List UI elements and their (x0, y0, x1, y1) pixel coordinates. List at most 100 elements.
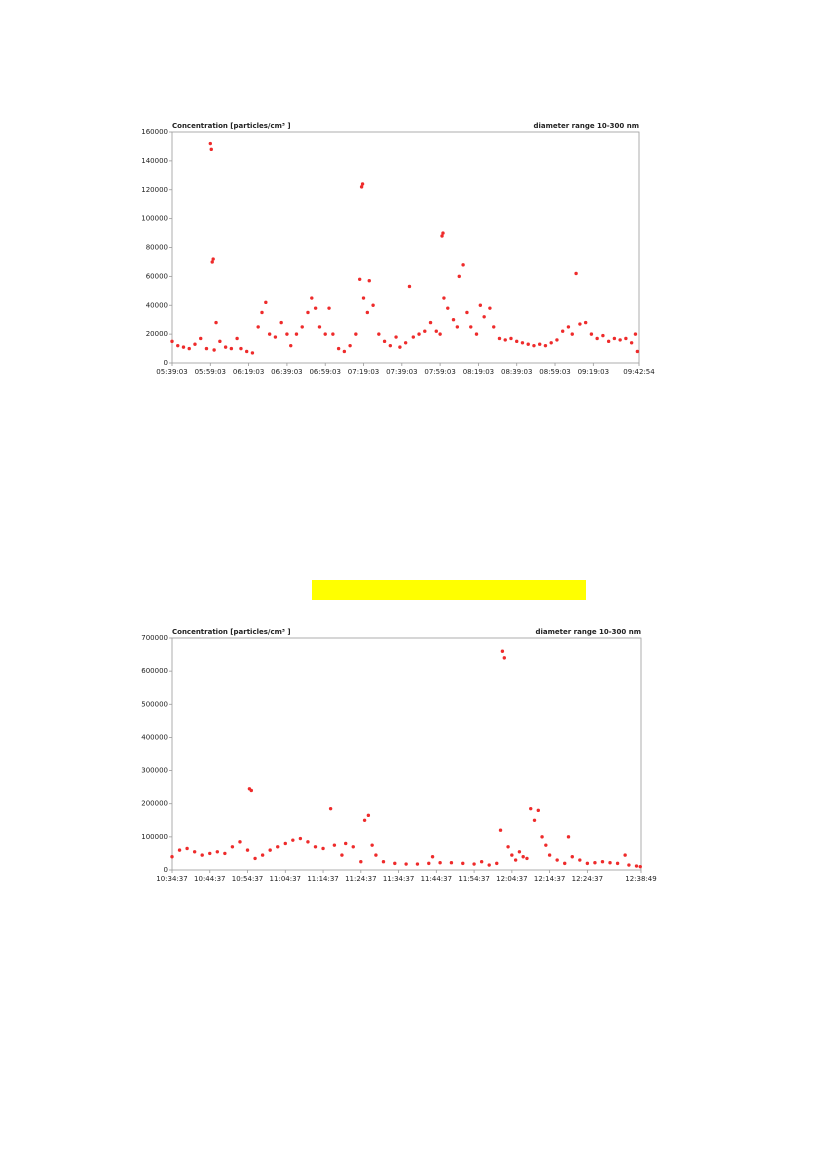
data-point (495, 861, 499, 866)
data-point (461, 861, 465, 866)
x-tick-label: 11:54:37 (458, 875, 489, 883)
data-point (526, 342, 530, 346)
data-point (438, 332, 442, 336)
data-point (585, 861, 590, 866)
data-point (321, 846, 325, 851)
data-point (177, 848, 182, 852)
data-point (627, 863, 631, 867)
plot-frame (171, 637, 642, 871)
x-tick-label: 12:04:37 (496, 875, 527, 883)
data-point (600, 860, 605, 864)
data-point (488, 306, 492, 310)
y-tick-label: 100000 (141, 833, 168, 841)
data-point (623, 853, 627, 857)
data-point (313, 306, 318, 310)
x-tick-label: 11:04:37 (270, 875, 301, 883)
data-point (357, 277, 362, 281)
data-point (366, 813, 371, 818)
data-point (472, 862, 476, 866)
data-point (570, 855, 574, 859)
data-point (212, 348, 216, 352)
data-point (455, 325, 460, 329)
data-point (482, 315, 486, 319)
data-point (365, 310, 370, 315)
data-point (441, 231, 445, 235)
data-point (388, 343, 393, 348)
data-point (208, 851, 212, 856)
y-tick-label: 160000 (141, 128, 168, 136)
data-point (200, 853, 204, 857)
data-point (547, 853, 552, 857)
data-point (521, 855, 525, 859)
data-point (267, 332, 272, 336)
y-tick-label: 200000 (141, 800, 168, 808)
data-point (283, 841, 287, 846)
data-point (411, 335, 416, 339)
data-point (313, 845, 318, 849)
data-point (403, 341, 408, 345)
data-point (563, 861, 567, 866)
data-point (570, 332, 574, 336)
x-tick-label: 08:59:03 (539, 368, 570, 376)
data-point (593, 861, 597, 865)
data-point (331, 332, 335, 336)
data-point (589, 332, 594, 336)
y-tick-label: 400000 (141, 733, 168, 741)
data-point (176, 343, 180, 348)
data-point (555, 338, 559, 342)
data-point (276, 845, 280, 849)
data-point (249, 788, 253, 793)
data-point (509, 336, 513, 341)
y-tick-label: 40000 (146, 301, 168, 309)
data-point (245, 848, 250, 852)
data-point (360, 182, 365, 186)
data-point (181, 345, 186, 349)
data-point (566, 325, 571, 329)
data-point (635, 349, 640, 354)
data-point (382, 339, 387, 344)
data-point (381, 860, 386, 864)
data-point (238, 840, 242, 844)
chart-subtitle: diameter range 10-300 nm (536, 628, 642, 636)
data-point (536, 808, 540, 813)
data-point (256, 325, 260, 329)
x-tick-label: 12:14:37 (534, 875, 565, 883)
data-point (398, 345, 402, 349)
data-point (492, 325, 496, 329)
data-point (517, 850, 522, 854)
data-point (268, 848, 272, 852)
data-point (239, 346, 243, 351)
data-point (549, 341, 553, 345)
y-tick-label: 80000 (146, 244, 168, 252)
data-point (260, 310, 264, 315)
y-tick-label: 100000 (141, 215, 168, 223)
data-point (629, 341, 634, 345)
data-point (291, 838, 295, 842)
data-point (340, 853, 344, 857)
y-tick-label: 140000 (141, 157, 168, 165)
data-point (294, 332, 299, 336)
data-point (306, 840, 310, 844)
data-point (503, 338, 507, 342)
data-point (192, 850, 197, 854)
data-point (427, 861, 431, 866)
data-point (289, 343, 293, 348)
data-point (451, 317, 456, 322)
data-point (371, 303, 375, 307)
data-point (260, 853, 265, 857)
data-point (601, 333, 605, 338)
data-point (285, 332, 289, 336)
data-point (211, 257, 215, 261)
data-point (515, 339, 519, 344)
data-point (440, 234, 444, 238)
data-point (210, 260, 214, 264)
data-point (624, 336, 628, 341)
data-point (361, 296, 366, 300)
data-point (574, 271, 578, 276)
data-point (438, 861, 442, 865)
data-point (199, 336, 203, 341)
data-point (298, 836, 303, 841)
data-point (615, 861, 620, 866)
data-point (214, 320, 218, 325)
